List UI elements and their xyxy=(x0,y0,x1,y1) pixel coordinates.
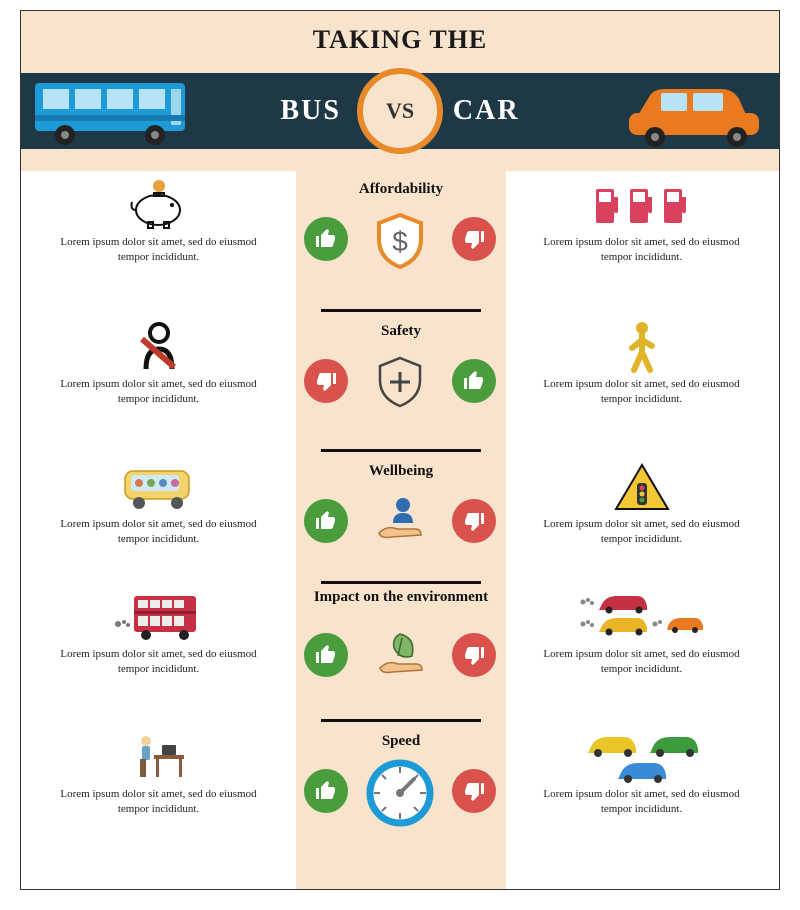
thumb-up-icon xyxy=(452,359,496,403)
divider xyxy=(321,309,481,312)
row-wellbeing: Lorem ipsum dolor sit amet, sed do eiusm… xyxy=(21,461,779,586)
fuel-pumps-icon xyxy=(524,179,759,231)
car-text-safety: Lorem ipsum dolor sit amet, sed do eiusm… xyxy=(524,377,759,407)
bus-text-environment: Lorem ipsum dolor sit amet, sed do eiusm… xyxy=(41,647,276,677)
bus-cell-speed: Lorem ipsum dolor sit amet, sed do eiusm… xyxy=(41,731,276,817)
bus-text-wellbeing: Lorem ipsum dolor sit amet, sed do eiusm… xyxy=(41,517,276,547)
comparison-body: Lorem ipsum dolor sit amet, sed do eiusm… xyxy=(21,171,779,889)
category-title-environment: Impact on the environment xyxy=(296,589,506,606)
bus-cell-environment: Lorem ipsum dolor sit amet, sed do eiusm… xyxy=(41,591,276,677)
thumb-down-icon xyxy=(304,359,348,403)
divider xyxy=(321,449,481,452)
row-environment: Lorem ipsum dolor sit amet, sed do eiusm… xyxy=(21,591,779,721)
category-title-affordability: Affordability xyxy=(296,181,506,198)
car-cell-wellbeing: Lorem ipsum dolor sit amet, sed do eiusm… xyxy=(524,461,759,547)
car-label: CAR xyxy=(453,95,520,127)
thumb-up-icon xyxy=(304,217,348,261)
bus-cell-safety: Lorem ipsum dolor sit amet, sed do eiusm… xyxy=(41,321,276,407)
cars-exhaust-icon xyxy=(524,591,759,643)
infographic-page: TAKING THE BUS CAR VS xyxy=(20,10,780,890)
thumb-up-icon xyxy=(304,633,348,677)
thumb-up-icon xyxy=(304,499,348,543)
bus-text-speed: Lorem ipsum dolor sit amet, sed do eiusm… xyxy=(41,787,276,817)
car-icon xyxy=(621,73,771,149)
svg-text:$: $ xyxy=(392,226,408,257)
bus-text-safety: Lorem ipsum dolor sit amet, sed do eiusm… xyxy=(41,377,276,407)
category-title-safety: Safety xyxy=(296,323,506,340)
divider xyxy=(321,581,481,584)
bus-cell-wellbeing: Lorem ipsum dolor sit amet, sed do eiusm… xyxy=(41,461,276,547)
thumb-down-icon xyxy=(452,217,496,261)
car-text-environment: Lorem ipsum dolor sit amet, sed do eiusm… xyxy=(524,647,759,677)
page-title: TAKING THE xyxy=(21,11,779,55)
bus-icon xyxy=(29,73,199,149)
pedestrian-icon xyxy=(524,321,759,373)
car-cell-environment: Lorem ipsum dolor sit amet, sed do eiusm… xyxy=(524,591,759,677)
row-affordability: Lorem ipsum dolor sit amet, sed do eiusm… xyxy=(21,179,779,319)
divider xyxy=(321,719,481,722)
thumb-down-icon xyxy=(452,769,496,813)
row-speed: Lorem ipsum dolor sit amet, sed do eiusm… xyxy=(21,731,779,881)
car-text-speed: Lorem ipsum dolor sit amet, sed do eiusm… xyxy=(524,787,759,817)
desk-person-icon xyxy=(41,731,276,783)
shield-dollar-icon: $ xyxy=(369,209,431,271)
car-text-wellbeing: Lorem ipsum dolor sit amet, sed do eiusm… xyxy=(524,517,759,547)
bus-text-affordability: Lorem ipsum dolor sit amet, sed do eiusm… xyxy=(41,235,276,265)
car-cell-affordability: Lorem ipsum dolor sit amet, sed do eiusm… xyxy=(524,179,759,265)
bus-people-icon xyxy=(41,461,276,513)
row-safety: Lorem ipsum dolor sit amet, sed do eiusm… xyxy=(21,321,779,461)
bus-cell-affordability: Lorem ipsum dolor sit amet, sed do eiusm… xyxy=(41,179,276,265)
cars-grid-icon xyxy=(524,731,759,783)
car-cell-speed: Lorem ipsum dolor sit amet, sed do eiusm… xyxy=(524,731,759,817)
vs-bar: BUS CAR VS xyxy=(21,73,779,149)
category-title-speed: Speed xyxy=(296,733,506,750)
double-decker-icon xyxy=(41,591,276,643)
bus-label: BUS xyxy=(280,95,340,127)
car-text-affordability: Lorem ipsum dolor sit amet, sed do eiusm… xyxy=(524,235,759,265)
piggy-bank-icon xyxy=(41,179,276,231)
car-cell-safety: Lorem ipsum dolor sit amet, sed do eiusm… xyxy=(524,321,759,407)
thumb-down-icon xyxy=(452,633,496,677)
thumb-up-icon xyxy=(304,769,348,813)
vs-badge: VS xyxy=(357,68,443,154)
hand-person-icon xyxy=(369,491,431,553)
shield-plus-icon xyxy=(369,351,431,413)
seatbelt-person-icon xyxy=(41,321,276,373)
speedometer-icon xyxy=(364,757,436,829)
thumb-down-icon xyxy=(452,499,496,543)
traffic-warning-icon xyxy=(524,461,759,513)
hand-leaf-icon xyxy=(369,625,431,687)
category-title-wellbeing: Wellbeing xyxy=(296,463,506,480)
header: TAKING THE BUS CAR VS xyxy=(21,11,779,171)
